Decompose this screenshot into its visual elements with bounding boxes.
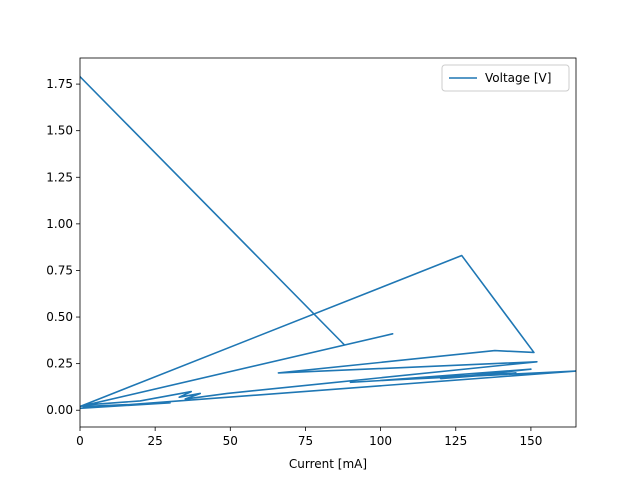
y-tick-label: 1.25 <box>46 170 73 184</box>
x-tick-label: 100 <box>369 434 392 448</box>
x-tick-label: 25 <box>148 434 163 448</box>
legend: Voltage [V] <box>441 64 570 92</box>
x-tick-label: 50 <box>223 434 238 448</box>
y-tick-label: 0.25 <box>46 357 73 371</box>
series-layer <box>80 75 576 410</box>
axes-frame <box>79 57 577 428</box>
legend-label-0: Voltage [V] <box>485 71 551 85</box>
y-tick-label: 0.50 <box>46 310 73 324</box>
x-tick-label: 125 <box>444 434 467 448</box>
y-axis-ticks: 0.00 0.25 0.50 0.75 1.00 1.25 1.50 1.75 <box>46 77 80 417</box>
y-tick-label: 1.50 <box>46 124 73 138</box>
x-axis-label: Current [mA] <box>289 457 367 471</box>
legend-box <box>441 64 570 92</box>
y-tick-label: 1.00 <box>46 217 73 231</box>
x-axis-ticks: 0 25 50 75 100 125 150 <box>76 427 542 448</box>
x-tick-label: 150 <box>519 434 542 448</box>
y-tick-label: 0.00 <box>46 403 73 417</box>
series-line-0 <box>80 75 576 410</box>
x-tick-label: 75 <box>298 434 313 448</box>
y-tick-label: 1.75 <box>46 77 73 91</box>
y-tick-label: 0.75 <box>46 263 73 277</box>
plot-area <box>80 75 576 410</box>
x-tick-label: 0 <box>76 434 84 448</box>
